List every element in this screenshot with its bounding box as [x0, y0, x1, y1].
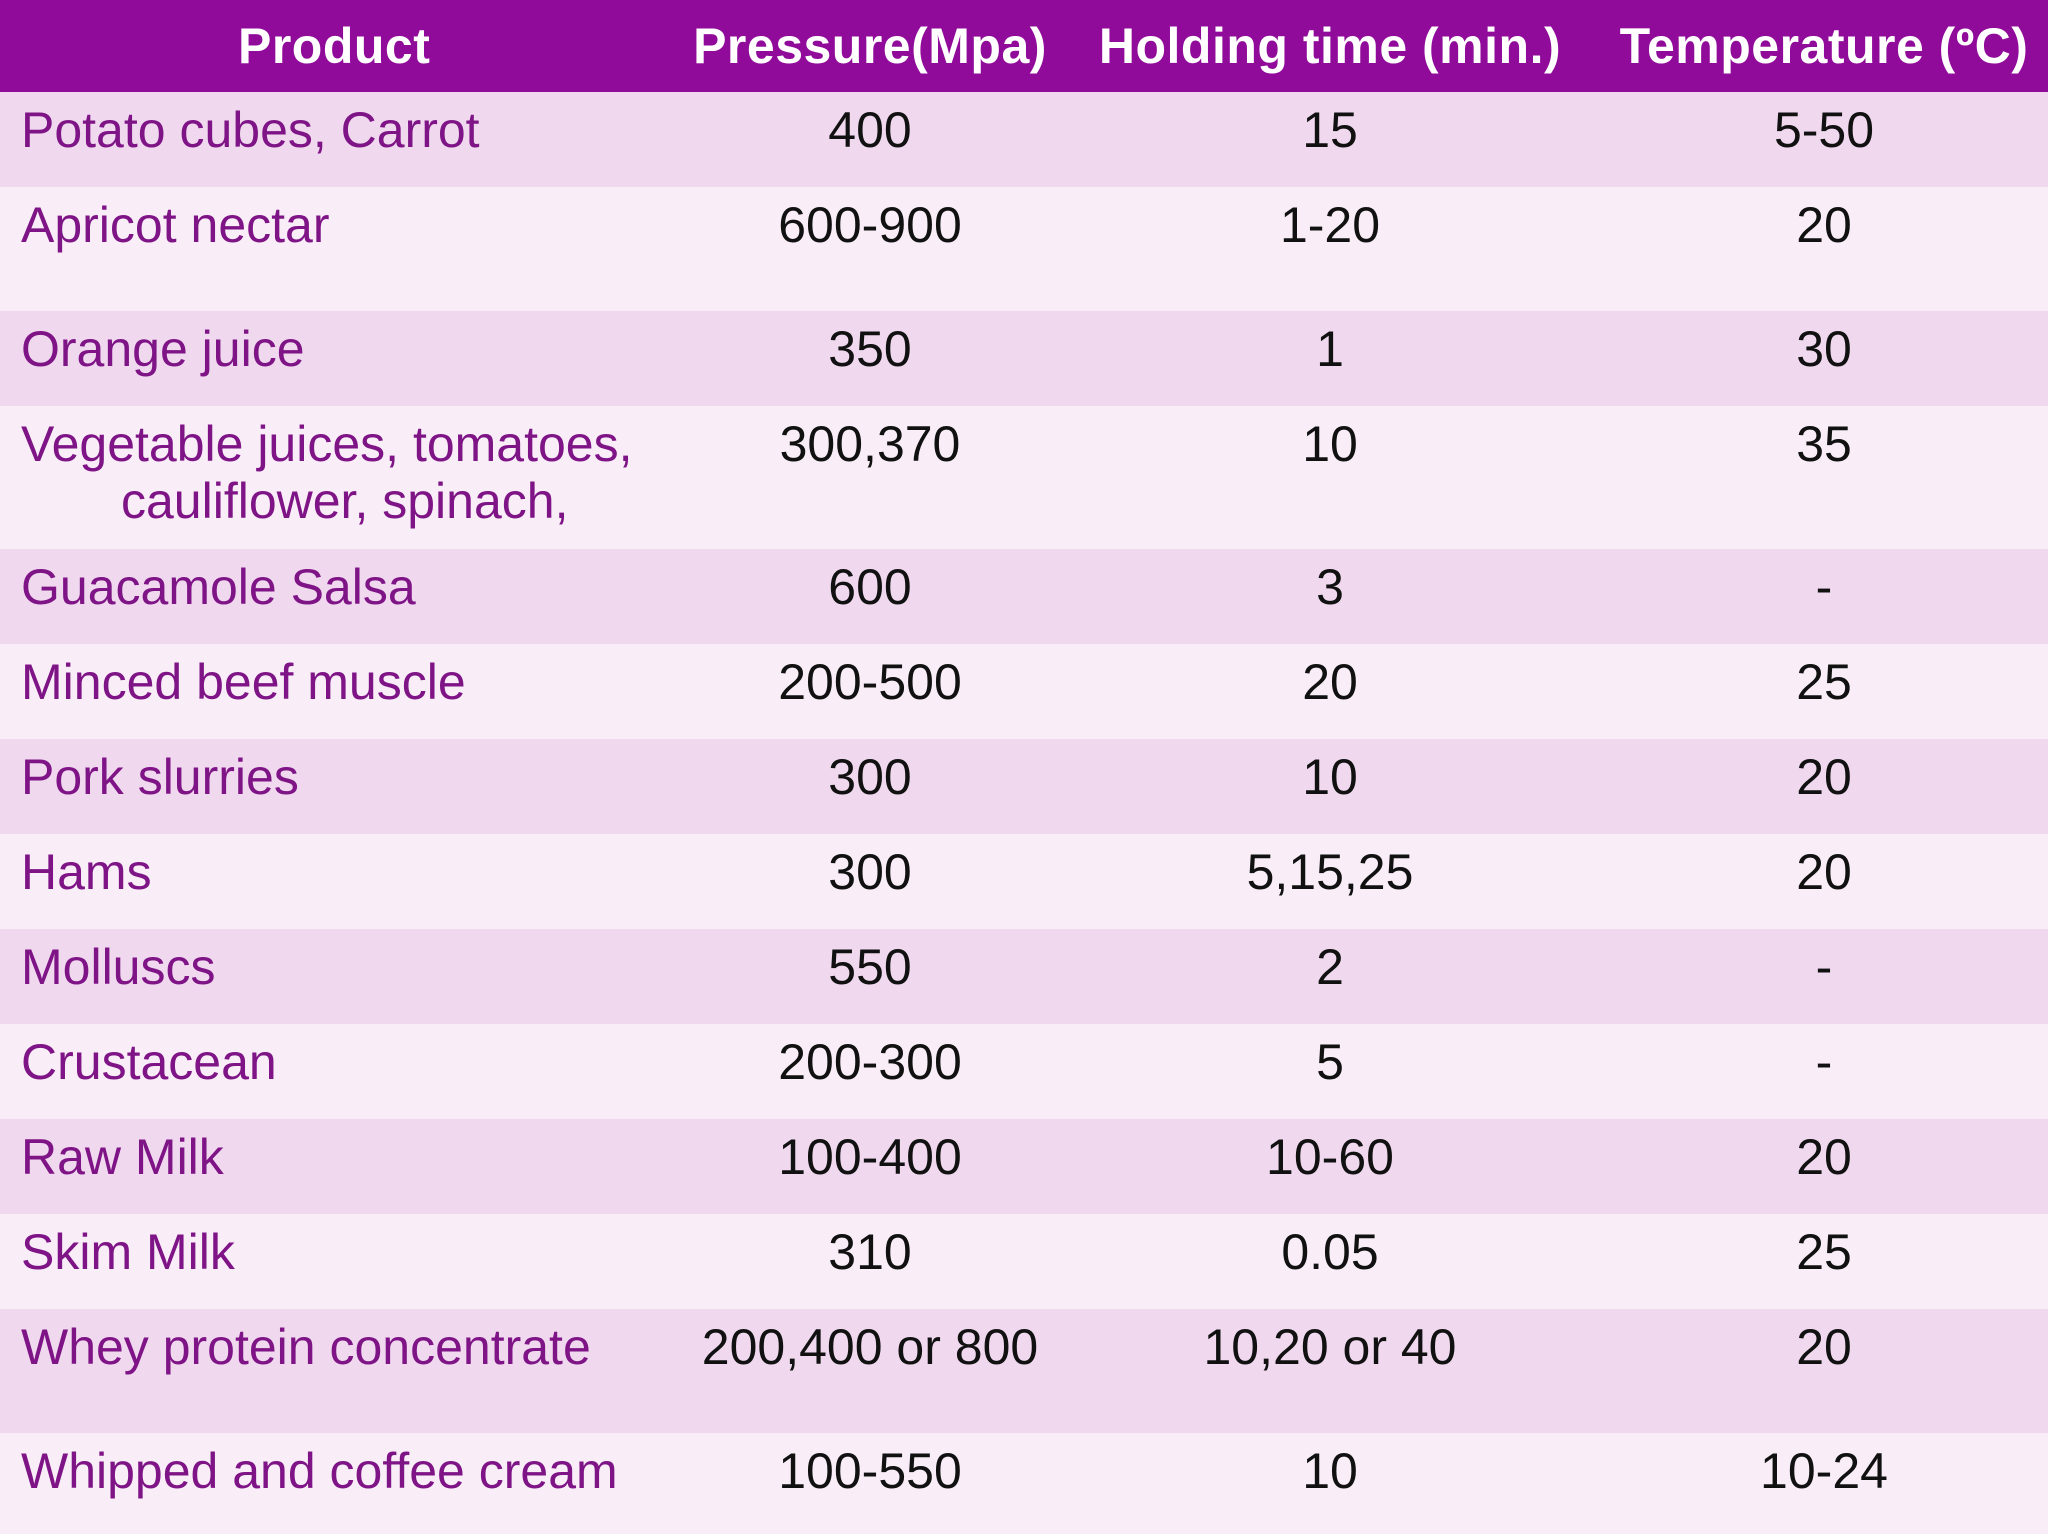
- holding-time-cell: 1: [1060, 311, 1600, 406]
- product-cell: Vegetable juices, tomatoes, cauliflower,…: [0, 406, 680, 549]
- pressure-cell: 100-550: [680, 1433, 1060, 1534]
- holding-time-cell: 1-20: [1060, 187, 1600, 311]
- header-holding-time: Holding time (min.): [1060, 0, 1600, 92]
- table-row: Raw Milk 100-400 10-60 20: [0, 1119, 2048, 1214]
- product-cell: Pork slurries: [0, 739, 680, 834]
- table-row: Skim Milk 310 0.05 25: [0, 1214, 2048, 1309]
- holding-time-cell: 5,15,25: [1060, 834, 1600, 929]
- pressure-cell: 400: [680, 92, 1060, 187]
- temperature-cell: 25: [1600, 1214, 2048, 1309]
- temperature-cell: 20: [1600, 1309, 2048, 1433]
- table-row: Vegetable juices, tomatoes, cauliflower,…: [0, 406, 2048, 549]
- header-row: Product Pressure(Mpa) Holding time (min.…: [0, 0, 2048, 92]
- product-cell: Potato cubes, Carrot: [0, 92, 680, 187]
- pressure-cell: 550: [680, 929, 1060, 1024]
- table-row: Minced beef muscle 200-500 20 25: [0, 644, 2048, 739]
- temperature-cell: 20: [1600, 187, 2048, 311]
- table-row: Crustacean 200-300 5 -: [0, 1024, 2048, 1119]
- holding-time-cell: 10-60: [1060, 1119, 1600, 1214]
- temperature-cell: 20: [1600, 834, 2048, 929]
- product-cell: Crustacean: [0, 1024, 680, 1119]
- pressure-cell: 100-400: [680, 1119, 1060, 1214]
- product-cell: Skim Milk: [0, 1214, 680, 1309]
- temperature-cell: -: [1600, 929, 2048, 1024]
- header-pressure: Pressure(Mpa): [680, 0, 1060, 92]
- temperature-cell: 30: [1600, 311, 2048, 406]
- pressure-cell: 310: [680, 1214, 1060, 1309]
- pressure-cell: 350: [680, 311, 1060, 406]
- product-cell: Whey protein concentrate: [0, 1309, 680, 1433]
- temperature-cell: -: [1600, 1024, 2048, 1119]
- table-row: Whey protein concentrate 200,400 or 800 …: [0, 1309, 2048, 1433]
- pressure-cell: 300: [680, 834, 1060, 929]
- product-cell: Raw Milk: [0, 1119, 680, 1214]
- holding-time-cell: 0.05: [1060, 1214, 1600, 1309]
- table-row: Molluscs 550 2 -: [0, 929, 2048, 1024]
- header-product: Product: [0, 0, 680, 92]
- table-row: Potato cubes, Carrot 400 15 5-50: [0, 92, 2048, 187]
- pressure-cell: 300,370: [680, 406, 1060, 549]
- temperature-cell: 20: [1600, 1119, 2048, 1214]
- product-cell: Guacamole Salsa: [0, 549, 680, 644]
- product-cell: Whipped and coffee cream: [0, 1433, 680, 1534]
- holding-time-cell: 10: [1060, 1433, 1600, 1534]
- product-cell: Orange juice: [0, 311, 680, 406]
- pressure-cell: 200,400 or 800: [680, 1309, 1060, 1433]
- holding-time-cell: 10,20 or 40: [1060, 1309, 1600, 1433]
- holding-time-cell: 10: [1060, 406, 1600, 549]
- pressure-cell: 600-900: [680, 187, 1060, 311]
- temperature-cell: 20: [1600, 739, 2048, 834]
- pressure-cell: 200-300: [680, 1024, 1060, 1119]
- table-row: Pork slurries 300 10 20: [0, 739, 2048, 834]
- holding-time-cell: 15: [1060, 92, 1600, 187]
- temperature-cell: -: [1600, 549, 2048, 644]
- temperature-cell: 5-50: [1600, 92, 2048, 187]
- header-temperature: Temperature (ºC): [1600, 0, 2048, 92]
- table-row: Guacamole Salsa 600 3 -: [0, 549, 2048, 644]
- product-line-1: Vegetable juices, tomatoes,: [21, 416, 633, 472]
- pressure-cell: 300: [680, 739, 1060, 834]
- product-line-2: cauliflower, spinach,: [121, 473, 569, 529]
- temperature-cell: 25: [1600, 644, 2048, 739]
- table-row: Orange juice 350 1 30: [0, 311, 2048, 406]
- product-cell: Minced beef muscle: [0, 644, 680, 739]
- holding-time-cell: 5: [1060, 1024, 1600, 1119]
- pressure-cell: 600: [680, 549, 1060, 644]
- holding-time-cell: 2: [1060, 929, 1600, 1024]
- table-row: Apricot nectar 600-900 1-20 20: [0, 187, 2048, 311]
- product-cell: Hams: [0, 834, 680, 929]
- product-cell: Apricot nectar: [0, 187, 680, 311]
- holding-time-cell: 10: [1060, 739, 1600, 834]
- holding-time-cell: 3: [1060, 549, 1600, 644]
- table-row: Whipped and coffee cream 100-550 10 10-2…: [0, 1433, 2048, 1534]
- pressure-cell: 200-500: [680, 644, 1060, 739]
- holding-time-cell: 20: [1060, 644, 1600, 739]
- temperature-cell: 35: [1600, 406, 2048, 549]
- temperature-cell: 10-24: [1600, 1433, 2048, 1534]
- product-cell: Molluscs: [0, 929, 680, 1024]
- table-row: Hams 300 5,15,25 20: [0, 834, 2048, 929]
